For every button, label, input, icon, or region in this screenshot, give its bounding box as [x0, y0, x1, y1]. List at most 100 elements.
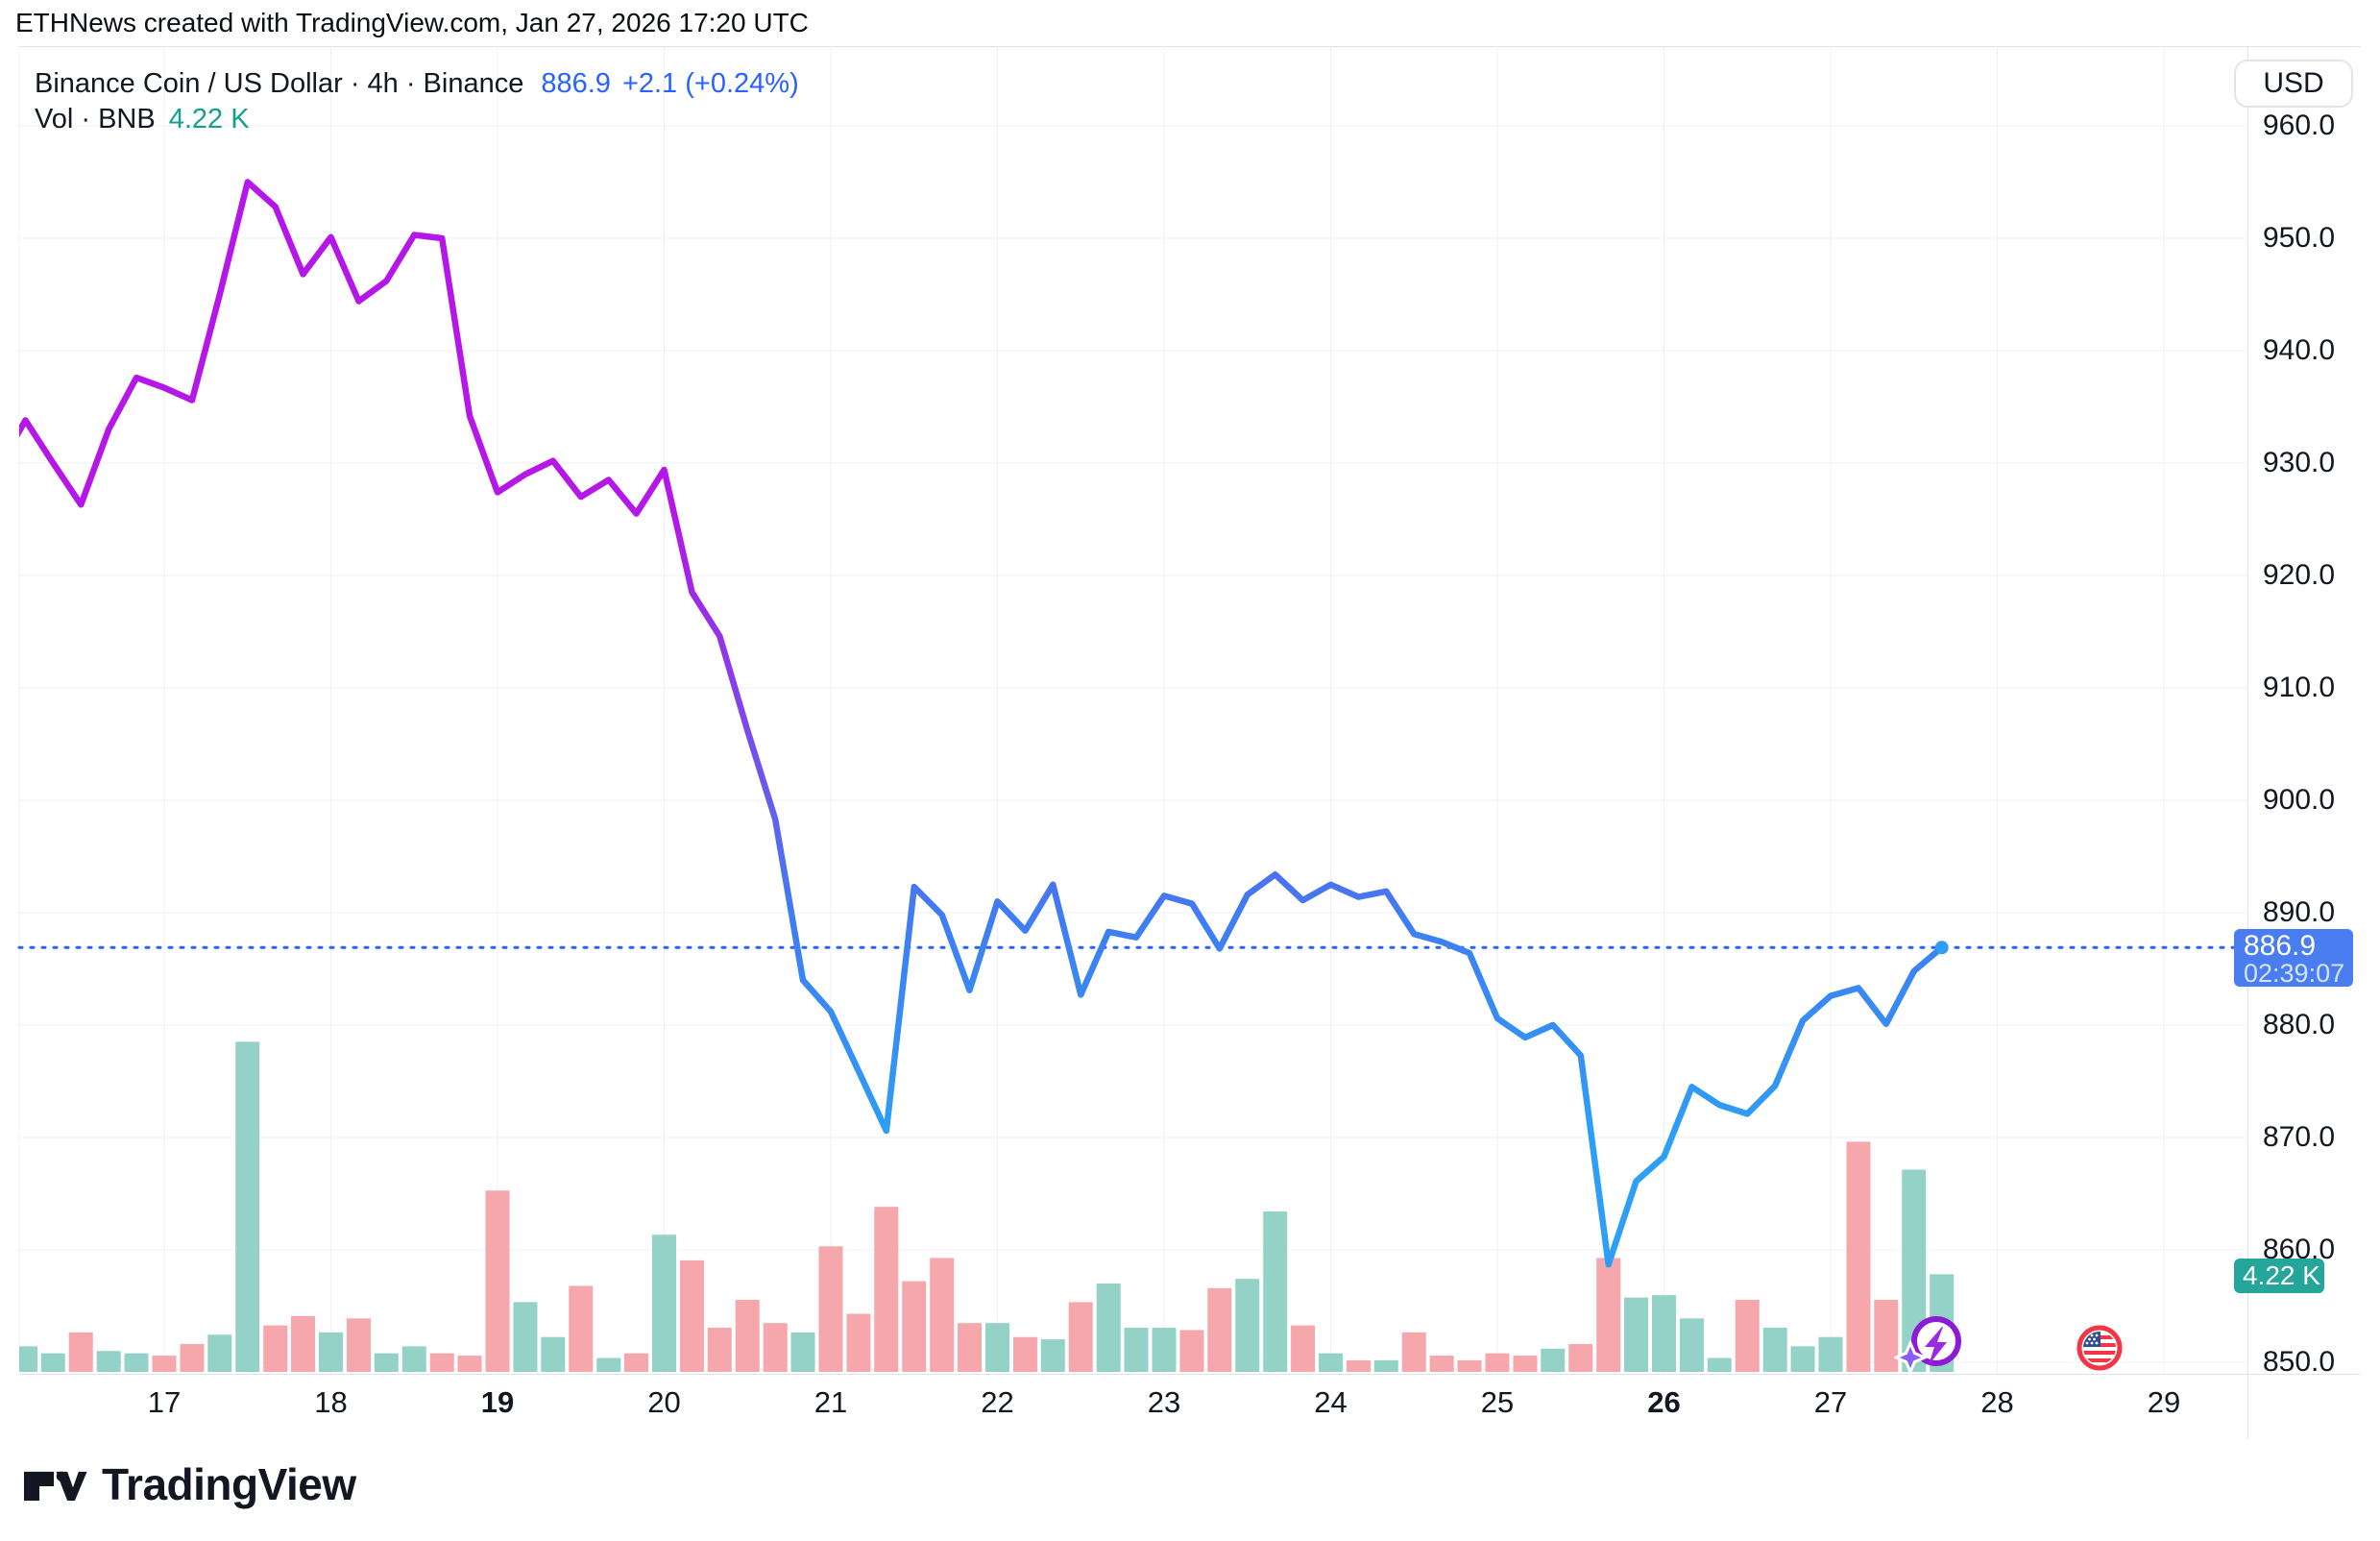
y-tick-label: 960.0 — [2263, 110, 2336, 141]
chart-top-border — [19, 46, 2361, 47]
volume-bar — [985, 1323, 1009, 1372]
volume-bar — [1012, 1336, 1037, 1372]
volume-bar — [401, 1346, 426, 1372]
x-tick-label: 29 — [2147, 1385, 2181, 1419]
lightning-icon — [1925, 1327, 1947, 1365]
volume-bar — [679, 1260, 704, 1372]
x-tick-label: 24 — [1314, 1385, 1348, 1419]
volume-bar — [1346, 1359, 1371, 1372]
legend-change: +2.1 (+0.24%) — [621, 68, 799, 99]
x-tick-label: 19 — [480, 1385, 515, 1419]
volume-bar — [790, 1332, 815, 1372]
volume-bar — [846, 1313, 871, 1372]
last-price-value: 886.9 — [2244, 930, 2317, 962]
time-axis-border[interactable] — [19, 1374, 2361, 1375]
volume-bar — [429, 1353, 454, 1372]
volume-bar — [902, 1281, 927, 1372]
volume-bar — [652, 1235, 676, 1372]
chart-plot-area[interactable] — [0, 46, 2380, 1376]
y-tick-label: 870.0 — [2263, 1121, 2336, 1153]
volume-bar — [1040, 1339, 1065, 1372]
y-tick-label: 900.0 — [2263, 784, 2336, 816]
volume-bar — [958, 1323, 983, 1372]
tradingview-logo-text: TradingView — [102, 1459, 356, 1509]
legend-last-price: 886.9 — [541, 68, 611, 99]
volume-study-value: 4.22 K — [168, 104, 250, 135]
spark-icon[interactable] — [1894, 1314, 1975, 1383]
volume-bar — [457, 1356, 482, 1372]
volume-bar — [1235, 1279, 1260, 1372]
volume-study-label[interactable]: Vol · BNB — [35, 104, 156, 135]
volume-bar — [180, 1343, 205, 1372]
volume-bar — [1541, 1348, 1566, 1372]
volume-bar — [19, 1346, 37, 1372]
volume-bar — [1485, 1353, 1510, 1372]
volume-bar — [1846, 1141, 1871, 1372]
y-tick-label: 920.0 — [2263, 559, 2336, 591]
volume-bar — [1179, 1330, 1204, 1372]
attribution-text: ETHNews created with TradingView.com, Ja… — [15, 8, 809, 37]
x-tick-label: 26 — [1647, 1385, 1681, 1419]
candle-countdown: 02:39:07 — [2244, 959, 2345, 988]
volume-bar — [1707, 1358, 1732, 1372]
volume-bar — [1373, 1359, 1398, 1372]
volume-bar — [1263, 1211, 1288, 1372]
volume-bar — [818, 1246, 843, 1372]
x-tick-label: 27 — [1813, 1385, 1848, 1419]
volume-bar — [1401, 1332, 1426, 1372]
x-tick-label: 23 — [1147, 1385, 1181, 1419]
x-tick-label: 21 — [814, 1385, 848, 1419]
volume-bar — [124, 1353, 149, 1372]
volume-bar — [1596, 1258, 1621, 1372]
volume-bar — [1624, 1297, 1649, 1372]
y-tick-label: 890.0 — [2263, 896, 2336, 928]
x-tick-label: 17 — [147, 1385, 182, 1419]
x-tick-label: 25 — [1480, 1385, 1515, 1419]
volume-bar — [96, 1351, 121, 1372]
volume-bar — [569, 1285, 594, 1372]
volume-bar — [235, 1041, 260, 1372]
volume-bar — [707, 1328, 732, 1372]
volume-bar — [485, 1190, 510, 1372]
volume-bar — [930, 1258, 955, 1372]
volume-bar — [874, 1207, 899, 1372]
volume-bar — [207, 1334, 232, 1372]
x-tick-label: 20 — [647, 1385, 681, 1419]
us-flag-icon[interactable] — [2075, 1323, 2125, 1373]
volume-bar — [735, 1299, 760, 1372]
volume-bar — [40, 1353, 65, 1372]
volume-bar — [68, 1332, 93, 1372]
y-tick-label: 950.0 — [2263, 222, 2336, 254]
volume-bar — [1096, 1284, 1121, 1372]
volume-bar — [1762, 1328, 1787, 1372]
volume-bar — [291, 1315, 316, 1372]
volume-bar — [1679, 1318, 1704, 1372]
volume-bar — [1790, 1346, 1815, 1372]
tradingview-logo[interactable]: TradingView — [23, 1458, 356, 1510]
volume-bar — [1124, 1328, 1149, 1372]
volume-bar — [1818, 1336, 1843, 1372]
volume-bar — [1513, 1356, 1538, 1372]
tradingview-logo-mark — [23, 1471, 87, 1501]
x-tick-label: 28 — [1980, 1385, 2014, 1419]
volume-bar — [541, 1336, 566, 1372]
y-tick-label: 940.0 — [2263, 334, 2336, 366]
sparkle-star-icon — [1894, 1339, 1929, 1376]
y-tick-label: 910.0 — [2263, 672, 2336, 703]
volume-bar — [1429, 1356, 1454, 1372]
volume-bar — [1152, 1328, 1177, 1372]
last-price-dot — [1934, 941, 1949, 955]
volume-bar — [1457, 1359, 1482, 1372]
volume-bar — [596, 1358, 621, 1372]
volume-bar — [1568, 1343, 1593, 1372]
last-price-badge: 886.9 02:39:07 — [2234, 929, 2353, 987]
symbol-title[interactable]: Binance Coin / US Dollar · 4h · Binance — [35, 68, 524, 99]
price-axis-border[interactable] — [2247, 46, 2248, 1439]
volume-bar — [1068, 1302, 1093, 1372]
volume-bar — [1652, 1295, 1676, 1372]
volume-bar — [763, 1323, 788, 1372]
currency-toggle-button[interactable]: USD — [2234, 60, 2353, 108]
volume-bar — [624, 1353, 649, 1372]
y-tick-label: 850.0 — [2263, 1346, 2336, 1378]
